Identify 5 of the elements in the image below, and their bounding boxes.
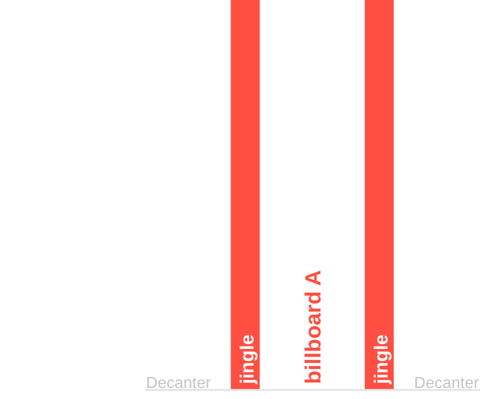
x-tick-label: jingle	[238, 334, 258, 385]
x-tick-label: Decanter	[414, 375, 480, 392]
x-tick-label: Decanter	[146, 375, 212, 392]
x-tick-label: billboard A	[300, 270, 326, 384]
x-tick-label: jingle	[372, 334, 392, 385]
